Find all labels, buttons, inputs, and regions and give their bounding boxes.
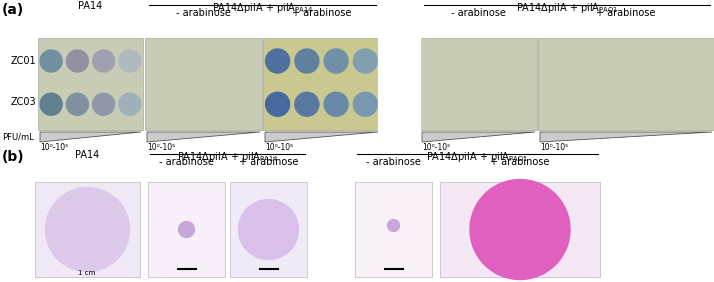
Circle shape (266, 92, 290, 116)
Text: PA14$\Delta$pilA + pilA$_{\rm PAO1}$: PA14$\Delta$pilA + pilA$_{\rm PAO1}$ (516, 1, 618, 15)
Circle shape (66, 50, 89, 72)
Circle shape (266, 49, 290, 73)
Text: PA14: PA14 (79, 1, 103, 11)
Circle shape (324, 92, 348, 116)
Text: - arabinose: - arabinose (159, 157, 214, 167)
Text: - arabinose: - arabinose (366, 157, 421, 167)
Circle shape (470, 180, 570, 279)
Circle shape (46, 188, 129, 272)
Polygon shape (540, 132, 712, 142)
Text: PA14$\Delta$pilA + pilA$_{\rm PA14}$: PA14$\Delta$pilA + pilA$_{\rm PA14}$ (211, 1, 313, 15)
Circle shape (516, 226, 524, 233)
Circle shape (253, 213, 284, 246)
Circle shape (59, 202, 116, 257)
Circle shape (510, 219, 530, 239)
Bar (148, 182, 225, 277)
Circle shape (353, 92, 378, 116)
Text: 10⁰-10⁵: 10⁰-10⁵ (540, 143, 568, 152)
Text: PA14$\Delta$pilA + pilA$_{\rm PA14}$: PA14$\Delta$pilA + pilA$_{\rm PA14}$ (176, 150, 278, 164)
Text: + arabinose: + arabinose (292, 8, 351, 18)
Circle shape (93, 93, 115, 115)
Circle shape (390, 222, 397, 229)
Text: 10⁰-10⁵: 10⁰-10⁵ (147, 143, 175, 152)
Text: 10⁰-10⁵: 10⁰-10⁵ (422, 143, 451, 152)
Text: ZC03: ZC03 (11, 97, 36, 107)
Circle shape (502, 212, 538, 248)
Circle shape (486, 195, 554, 263)
Circle shape (40, 93, 62, 115)
Circle shape (81, 222, 94, 237)
Circle shape (93, 50, 115, 72)
Text: (a): (a) (2, 3, 24, 17)
Text: 10⁰-10⁵: 10⁰-10⁵ (265, 143, 293, 152)
Polygon shape (265, 132, 378, 142)
Circle shape (263, 224, 273, 235)
Circle shape (74, 215, 101, 243)
Circle shape (295, 49, 319, 73)
Circle shape (66, 208, 109, 250)
Bar (230, 182, 307, 277)
Bar (263, 38, 380, 130)
Circle shape (238, 199, 298, 259)
Circle shape (478, 188, 562, 272)
Bar (145, 38, 262, 130)
Bar (355, 182, 432, 277)
Text: + arabinose: + arabinose (491, 157, 550, 167)
Circle shape (184, 227, 189, 232)
Bar (420, 38, 537, 130)
Bar (538, 38, 714, 130)
Circle shape (178, 221, 194, 237)
Polygon shape (147, 132, 260, 142)
Circle shape (119, 50, 141, 72)
Text: 10⁰-10⁵: 10⁰-10⁵ (40, 143, 69, 152)
Text: PA14$\Delta$pilA + pilA$_{\rm PAO1}$: PA14$\Delta$pilA + pilA$_{\rm PAO1}$ (426, 150, 528, 164)
Text: + arabinose: + arabinose (596, 8, 655, 18)
Text: 1 cm: 1 cm (79, 270, 96, 276)
Bar (38, 38, 143, 130)
Bar (35, 182, 140, 277)
Text: (b): (b) (2, 150, 24, 164)
Text: - arabinose: - arabinose (451, 8, 506, 18)
Circle shape (353, 49, 378, 73)
Circle shape (388, 219, 400, 232)
Bar (440, 182, 600, 277)
Circle shape (494, 204, 546, 255)
Circle shape (53, 195, 123, 265)
Circle shape (258, 219, 278, 239)
Circle shape (119, 93, 141, 115)
Text: ZC01: ZC01 (11, 56, 36, 66)
Circle shape (295, 92, 319, 116)
Polygon shape (422, 132, 535, 142)
Text: + arabinose: + arabinose (238, 157, 298, 167)
Circle shape (324, 49, 348, 73)
Circle shape (181, 224, 191, 235)
Circle shape (40, 50, 62, 72)
Circle shape (246, 206, 291, 252)
Text: - arabinose: - arabinose (176, 8, 231, 18)
Circle shape (66, 93, 89, 115)
Text: PFU/mL: PFU/mL (2, 132, 34, 141)
Polygon shape (40, 132, 141, 142)
Circle shape (84, 226, 91, 232)
Text: PA14: PA14 (76, 150, 100, 160)
